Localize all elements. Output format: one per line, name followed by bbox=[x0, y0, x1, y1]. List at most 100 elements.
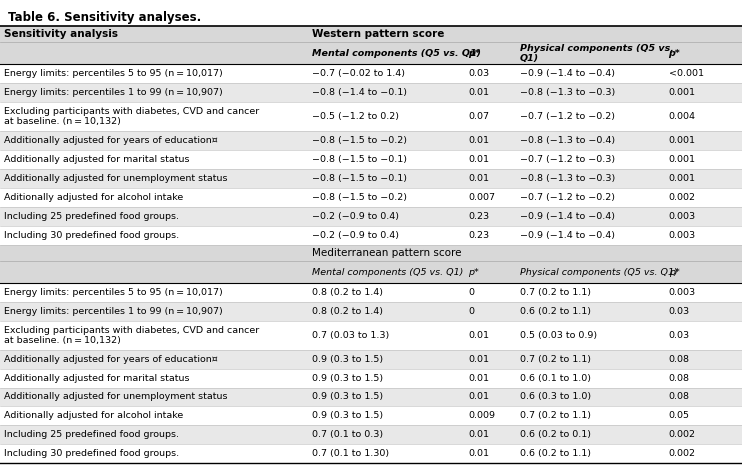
Text: Including 25 predefined food groups.: Including 25 predefined food groups. bbox=[4, 431, 180, 439]
Text: 0.03: 0.03 bbox=[669, 307, 689, 316]
Bar bbox=[0, 226, 742, 244]
Text: 0.9 (0.3 to 1.5): 0.9 (0.3 to 1.5) bbox=[312, 355, 384, 364]
Text: 0.8 (0.2 to 1.4): 0.8 (0.2 to 1.4) bbox=[312, 288, 384, 297]
Bar bbox=[0, 369, 742, 388]
Bar bbox=[0, 206, 742, 226]
Text: Additionally adjusted for marital status: Additionally adjusted for marital status bbox=[4, 373, 190, 382]
Text: 0.001: 0.001 bbox=[669, 174, 695, 183]
Text: 0.5 (0.03 to 0.9): 0.5 (0.03 to 0.9) bbox=[520, 331, 597, 340]
Text: −0.7 (−0.02 to 1.4): −0.7 (−0.02 to 1.4) bbox=[312, 69, 405, 79]
Text: 0.01: 0.01 bbox=[468, 449, 489, 458]
Bar bbox=[0, 388, 742, 407]
Text: 0.01: 0.01 bbox=[468, 174, 489, 183]
Text: 0.001: 0.001 bbox=[669, 155, 695, 164]
Text: 0.03: 0.03 bbox=[468, 69, 489, 79]
Text: 0.08: 0.08 bbox=[669, 373, 689, 382]
Text: 0.01: 0.01 bbox=[468, 373, 489, 382]
Text: 0.01: 0.01 bbox=[468, 393, 489, 402]
Text: 0.01: 0.01 bbox=[468, 155, 489, 164]
Text: 0.7 (0.1 to 0.3): 0.7 (0.1 to 0.3) bbox=[312, 431, 384, 439]
Bar bbox=[0, 321, 742, 350]
Text: 0.6 (0.2 to 1.1): 0.6 (0.2 to 1.1) bbox=[520, 449, 591, 458]
Text: 0.01: 0.01 bbox=[468, 355, 489, 364]
Text: p*: p* bbox=[468, 268, 479, 277]
Text: −0.8 (−1.5 to −0.1): −0.8 (−1.5 to −0.1) bbox=[312, 155, 407, 164]
Text: 0.9 (0.3 to 1.5): 0.9 (0.3 to 1.5) bbox=[312, 373, 384, 382]
Text: 0.08: 0.08 bbox=[669, 393, 689, 402]
Text: 0.03: 0.03 bbox=[669, 331, 689, 340]
Text: Energy limits: percentiles 5 to 95 (n = 10,017): Energy limits: percentiles 5 to 95 (n = … bbox=[4, 69, 223, 79]
Text: Energy limits: percentiles 1 to 99 (n = 10,907): Energy limits: percentiles 1 to 99 (n = … bbox=[4, 88, 223, 97]
Text: 0.001: 0.001 bbox=[669, 136, 695, 145]
Text: −0.7 (−1.2 to −0.3): −0.7 (−1.2 to −0.3) bbox=[520, 155, 615, 164]
Text: 0.002: 0.002 bbox=[669, 193, 695, 202]
Text: 0.6 (0.2 to 1.1): 0.6 (0.2 to 1.1) bbox=[520, 307, 591, 316]
Text: 0.7 (0.03 to 1.3): 0.7 (0.03 to 1.3) bbox=[312, 331, 390, 340]
Text: −0.2 (−0.9 to 0.4): −0.2 (−0.9 to 0.4) bbox=[312, 212, 399, 220]
Text: 0.6 (0.3 to 1.0): 0.6 (0.3 to 1.0) bbox=[520, 393, 591, 402]
Text: 0.07: 0.07 bbox=[468, 112, 489, 121]
Text: Additionally adjusted for unemployment status: Additionally adjusted for unemployment s… bbox=[4, 393, 228, 402]
Bar bbox=[0, 169, 742, 188]
Bar bbox=[0, 102, 742, 131]
Text: −0.8 (−1.3 to −0.4): −0.8 (−1.3 to −0.4) bbox=[520, 136, 615, 145]
Text: p*: p* bbox=[669, 268, 679, 277]
Text: 0.003: 0.003 bbox=[669, 231, 696, 240]
Bar bbox=[0, 425, 742, 445]
Bar bbox=[0, 188, 742, 206]
Text: −0.8 (−1.3 to −0.3): −0.8 (−1.3 to −0.3) bbox=[520, 88, 615, 97]
Text: 0.7 (0.2 to 1.1): 0.7 (0.2 to 1.1) bbox=[520, 288, 591, 297]
Text: 0.7 (0.2 to 1.1): 0.7 (0.2 to 1.1) bbox=[520, 355, 591, 364]
Text: Additionally adjusted for unemployment status: Additionally adjusted for unemployment s… bbox=[4, 174, 228, 183]
Text: 0.009: 0.009 bbox=[468, 411, 495, 420]
Text: 0.9 (0.3 to 1.5): 0.9 (0.3 to 1.5) bbox=[312, 393, 384, 402]
Text: −0.9 (−1.4 to −0.4): −0.9 (−1.4 to −0.4) bbox=[520, 69, 615, 79]
Text: 0.08: 0.08 bbox=[669, 355, 689, 364]
Bar bbox=[0, 83, 742, 102]
Text: 0.01: 0.01 bbox=[468, 88, 489, 97]
Text: 0.007: 0.007 bbox=[468, 193, 495, 202]
Text: Excluding participants with diabetes, CVD and cancer
at baseline. (n = 10,132): Excluding participants with diabetes, CV… bbox=[4, 326, 260, 345]
Text: Mediterranean pattern score: Mediterranean pattern score bbox=[312, 248, 462, 258]
Text: 0.01: 0.01 bbox=[468, 331, 489, 340]
Text: −0.7 (−1.2 to −0.2): −0.7 (−1.2 to −0.2) bbox=[520, 112, 615, 121]
Text: Energy limits: percentiles 5 to 95 (n = 10,017): Energy limits: percentiles 5 to 95 (n = … bbox=[4, 288, 223, 297]
Bar bbox=[0, 26, 742, 42]
Bar bbox=[0, 150, 742, 169]
Bar bbox=[0, 244, 742, 261]
Text: 0.05: 0.05 bbox=[669, 411, 689, 420]
Bar bbox=[0, 283, 742, 302]
Text: −0.8 (−1.4 to −0.1): −0.8 (−1.4 to −0.1) bbox=[312, 88, 407, 97]
Bar bbox=[0, 261, 742, 283]
Bar bbox=[0, 42, 742, 65]
Text: Mental components (Q5 vs. Q1): Mental components (Q5 vs. Q1) bbox=[312, 49, 482, 58]
Text: Aditionally adjusted for alcohol intake: Aditionally adjusted for alcohol intake bbox=[4, 411, 184, 420]
Bar bbox=[0, 131, 742, 150]
Text: 0.8 (0.2 to 1.4): 0.8 (0.2 to 1.4) bbox=[312, 307, 384, 316]
Text: −0.8 (−1.5 to −0.1): −0.8 (−1.5 to −0.1) bbox=[312, 174, 407, 183]
Text: Additionally adjusted for marital status: Additionally adjusted for marital status bbox=[4, 155, 190, 164]
Text: Excluding participants with diabetes, CVD and cancer
at baseline. (n = 10,132): Excluding participants with diabetes, CV… bbox=[4, 107, 260, 126]
Text: −0.8 (−1.5 to −0.2): −0.8 (−1.5 to −0.2) bbox=[312, 136, 407, 145]
Text: Including 30 predefined food groups.: Including 30 predefined food groups. bbox=[4, 231, 180, 240]
Text: Sensitivity analysis: Sensitivity analysis bbox=[4, 29, 119, 39]
Text: Including 30 predefined food groups.: Including 30 predefined food groups. bbox=[4, 449, 180, 458]
Text: 0.23: 0.23 bbox=[468, 231, 489, 240]
Text: Physical components (Q5 vs. Q1): Physical components (Q5 vs. Q1) bbox=[520, 268, 678, 277]
Text: 0.7 (0.2 to 1.1): 0.7 (0.2 to 1.1) bbox=[520, 411, 591, 420]
Text: 0.23: 0.23 bbox=[468, 212, 489, 220]
Text: 0: 0 bbox=[468, 288, 474, 297]
Bar bbox=[0, 65, 742, 83]
Text: <0.001: <0.001 bbox=[669, 69, 703, 79]
Text: 0.01: 0.01 bbox=[468, 136, 489, 145]
Text: 0.003: 0.003 bbox=[669, 288, 696, 297]
Text: −0.2 (−0.9 to 0.4): −0.2 (−0.9 to 0.4) bbox=[312, 231, 399, 240]
Text: Additionally adjusted for years of education¤: Additionally adjusted for years of educa… bbox=[4, 355, 218, 364]
Text: 0.9 (0.3 to 1.5): 0.9 (0.3 to 1.5) bbox=[312, 411, 384, 420]
Text: 0.6 (0.1 to 1.0): 0.6 (0.1 to 1.0) bbox=[520, 373, 591, 382]
Text: −0.9 (−1.4 to −0.4): −0.9 (−1.4 to −0.4) bbox=[520, 231, 615, 240]
Text: p*: p* bbox=[669, 49, 680, 58]
Text: Mental components (Q5 vs. Q1): Mental components (Q5 vs. Q1) bbox=[312, 268, 464, 277]
Bar bbox=[0, 445, 742, 463]
Text: Western pattern score: Western pattern score bbox=[312, 29, 444, 39]
